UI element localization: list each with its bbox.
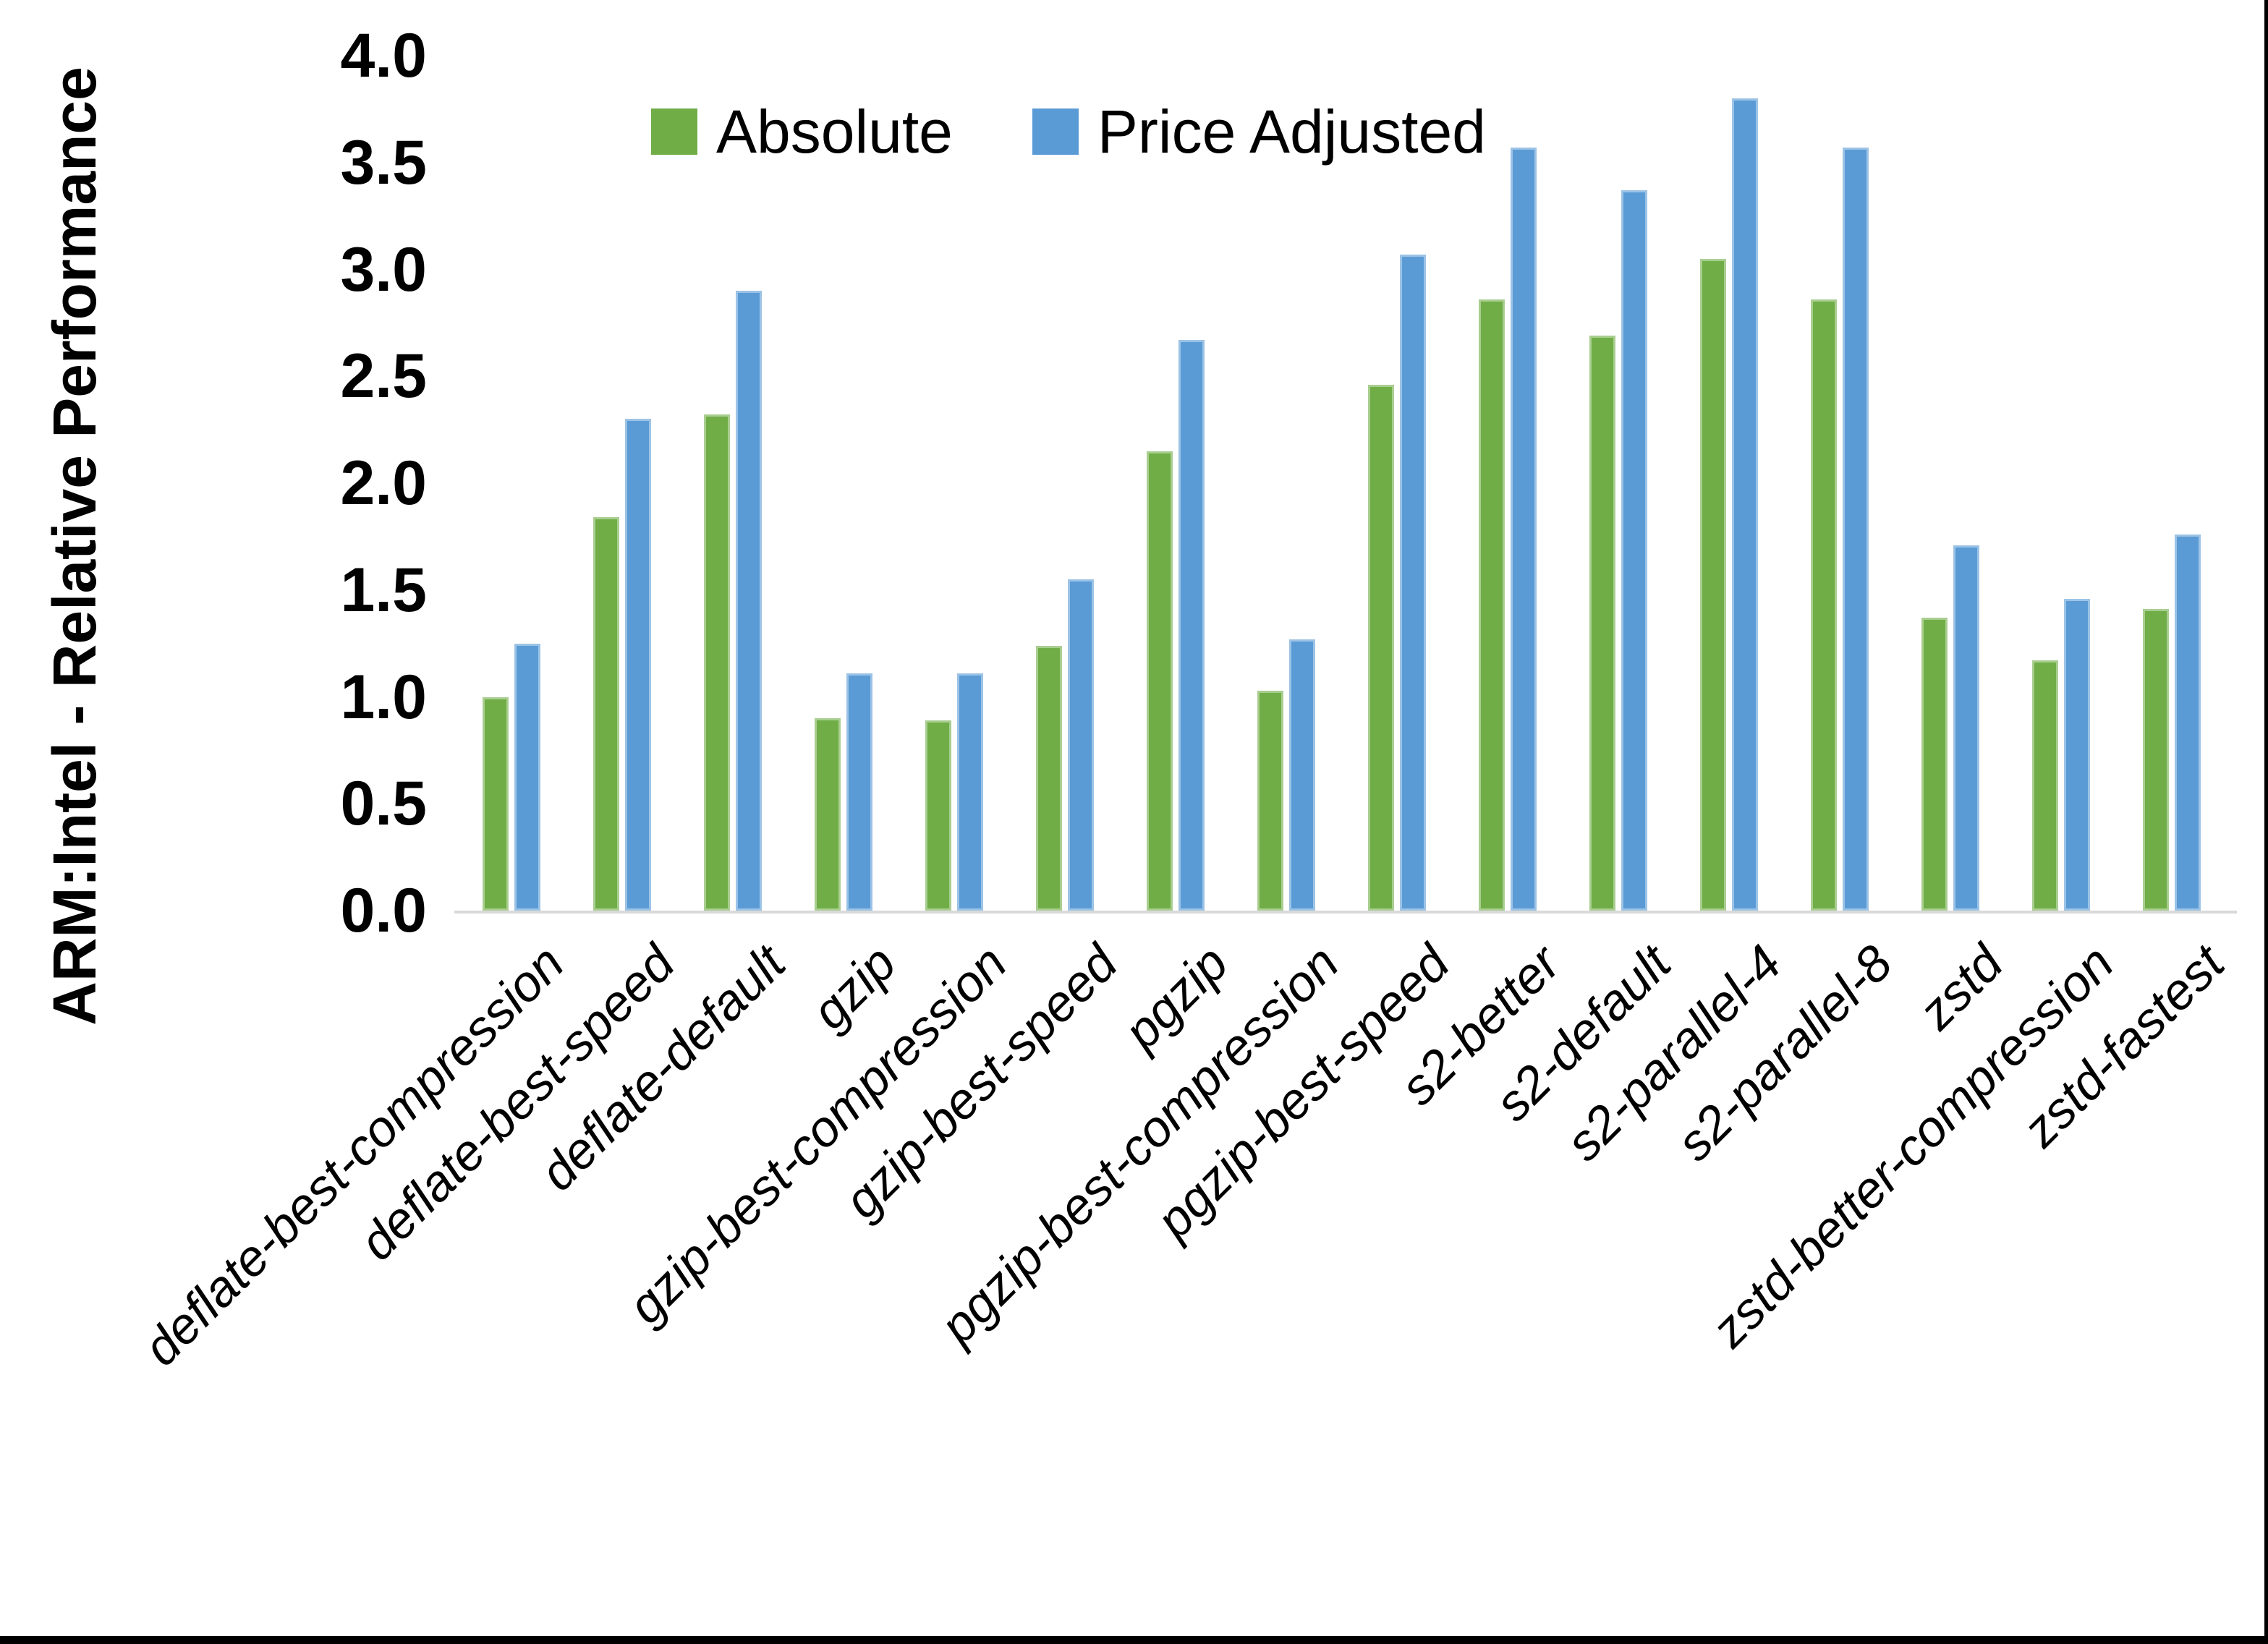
bar-s2-default-absolute — [1589, 336, 1615, 911]
bar-pgzip-best-speed-absolute — [1368, 385, 1394, 911]
bar-pgzip-best-compression-price-adjusted — [1289, 639, 1315, 911]
y-tick-label: 3.0 — [340, 234, 427, 304]
bar-s2-parallel-4-price-adjusted — [1732, 98, 1758, 911]
y-axis-title: ARM:Intel - Relative Performance — [41, 67, 109, 1026]
legend-swatch-absolute-icon — [651, 108, 697, 155]
y-tick-label: 1.5 — [340, 555, 427, 625]
bar-deflate-best-speed-absolute — [593, 517, 619, 911]
bar-pgzip-best-compression-absolute — [1257, 690, 1283, 911]
bar-pgzip-absolute — [1147, 451, 1173, 911]
legend-label-absolute: Absolute — [716, 98, 953, 166]
bar-s2-parallel-4-absolute — [1700, 258, 1726, 911]
bar-gzip-best-speed-absolute — [1036, 645, 1062, 911]
y-tick-label: 0.0 — [340, 876, 427, 945]
bar-zstd-better-compression-absolute — [2032, 660, 2058, 911]
legend-swatch-price-adjusted-icon — [1032, 108, 1079, 155]
bar-zstd-fastest-price-adjusted — [2175, 534, 2201, 911]
y-tick-label: 0.5 — [340, 769, 427, 839]
y-tick-label: 2.0 — [340, 448, 427, 518]
bar-pgzip-price-adjusted — [1178, 340, 1205, 911]
bar-s2-parallel-8-price-adjusted — [1843, 148, 1869, 911]
bar-zstd-price-adjusted — [1953, 545, 1979, 911]
bar-deflate-best-compression-absolute — [483, 697, 509, 911]
bar-gzip-best-compression-absolute — [925, 720, 951, 911]
bar-s2-default-price-adjusted — [1621, 190, 1647, 911]
bar-deflate-default-price-adjusted — [736, 291, 762, 911]
frame-border-bottom — [0, 1636, 2268, 1644]
bar-deflate-default-absolute — [704, 414, 730, 911]
y-tick-label: 2.5 — [340, 341, 427, 412]
legend-item-price-adjusted: Price Adjusted — [1032, 101, 1486, 162]
bar-pgzip-best-speed-price-adjusted — [1400, 254, 1426, 911]
legend: Absolute Price Adjusted — [651, 101, 1486, 162]
bar-gzip-best-compression-price-adjusted — [957, 673, 983, 911]
bar-gzip-best-speed-price-adjusted — [1068, 579, 1094, 911]
y-tick-label: 1.0 — [340, 662, 427, 732]
bar-s2-better-absolute — [1479, 299, 1505, 911]
legend-label-price-adjusted: Price Adjusted — [1097, 98, 1486, 166]
bar-gzip-price-adjusted — [846, 673, 872, 911]
legend-item-absolute: Absolute — [651, 101, 953, 162]
frame-border-right — [2264, 0, 2268, 1644]
bar-deflate-best-speed-price-adjusted — [625, 419, 651, 911]
y-tick-label: 3.5 — [340, 127, 427, 197]
bar-deflate-best-compression-price-adjusted — [514, 643, 540, 911]
bar-zstd-better-compression-price-adjusted — [2064, 598, 2090, 911]
x-axis-line — [454, 911, 2237, 913]
bar-zstd-fastest-absolute — [2143, 609, 2169, 911]
y-tick-label: 4.0 — [340, 21, 427, 90]
bar-s2-better-price-adjusted — [1511, 148, 1537, 911]
bar-zstd-absolute — [1921, 618, 1948, 911]
bar-gzip-absolute — [815, 718, 841, 911]
bar-s2-parallel-8-absolute — [1811, 299, 1837, 911]
